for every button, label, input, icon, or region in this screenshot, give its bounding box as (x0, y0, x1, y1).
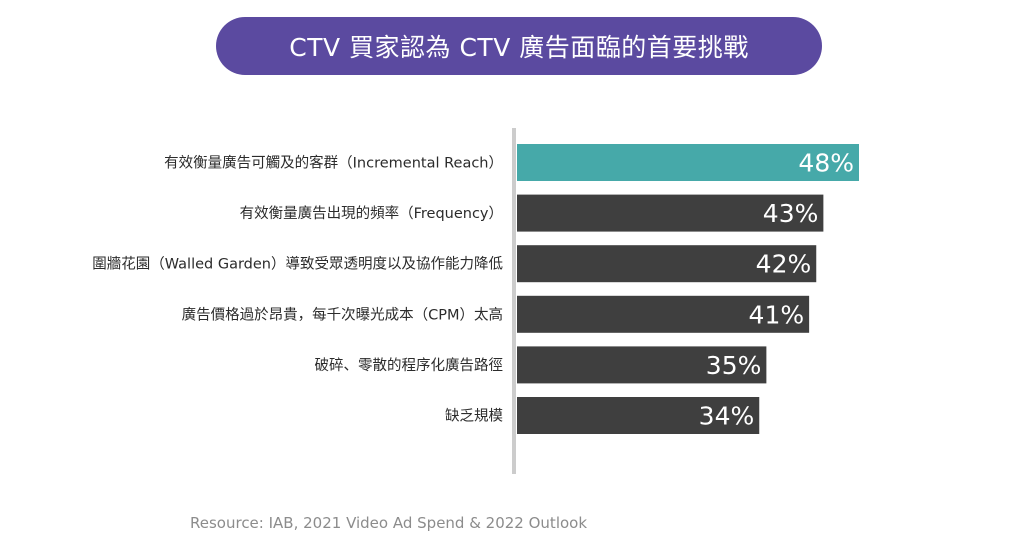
value-label: 48% (798, 149, 854, 178)
chart-title: CTV 買家認為 CTV 廣告面臨的首要挑戰 (216, 17, 822, 75)
bar (517, 295, 810, 333)
value-label: 35% (706, 351, 762, 380)
value-label: 41% (749, 300, 805, 329)
bar (517, 144, 859, 181)
category-label: 破碎、零散的程序化廣告路徑 (315, 357, 504, 374)
category-label: 有效衡量廣告可觸及的客群（Incremental Reach） (164, 155, 503, 172)
category-label: 有效衡量廣告出現的頻率（Frequency） (240, 205, 503, 222)
bar (517, 194, 824, 232)
category-label: 廣告價格過於昂貴，每千次曝光成本（CPM）太高 (182, 306, 503, 323)
value-label: 43% (763, 199, 819, 228)
source-note: Resource: IAB, 2021 Video Ad Spend & 202… (190, 514, 588, 532)
category-label: 圍牆花園（Walled Garden）導致受眾透明度以及協作能力降低 (92, 256, 503, 273)
category-label: 缺乏規模 (445, 408, 503, 425)
bar (517, 245, 817, 283)
bar (517, 346, 767, 384)
value-label: 34% (699, 402, 755, 431)
value-label: 42% (756, 250, 812, 279)
bar (517, 397, 760, 434)
